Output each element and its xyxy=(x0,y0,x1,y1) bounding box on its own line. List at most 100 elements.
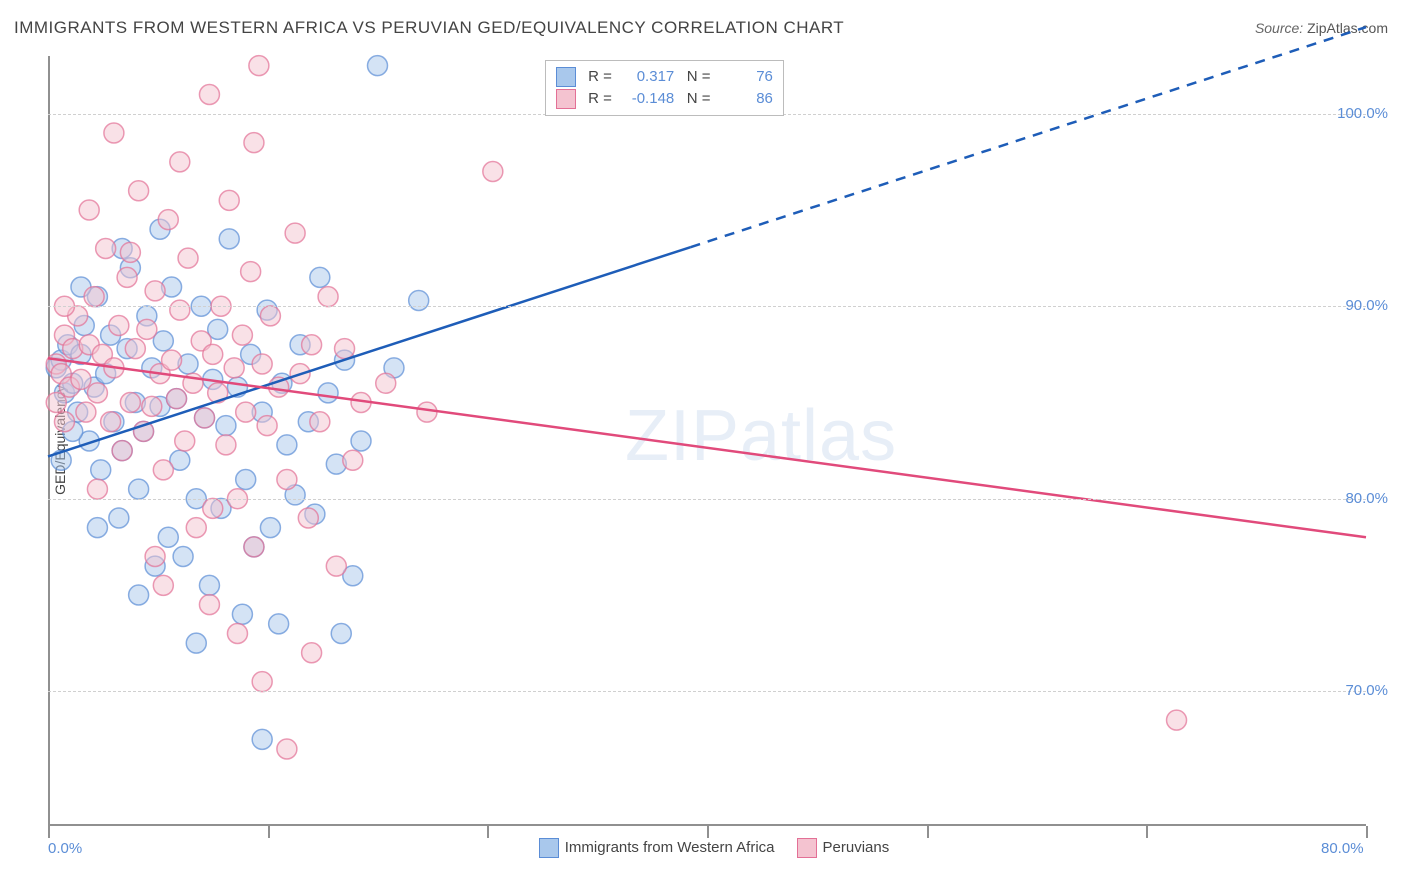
data-point xyxy=(178,248,198,268)
data-point xyxy=(331,624,351,644)
data-point xyxy=(310,412,330,432)
legend-series-label: Peruvians xyxy=(823,839,890,856)
data-point xyxy=(260,518,280,538)
data-point xyxy=(199,575,219,595)
data-point xyxy=(195,408,215,428)
data-point xyxy=(285,223,305,243)
legend-swatch xyxy=(556,89,576,109)
data-point xyxy=(112,441,132,461)
y-tick-label: 70.0% xyxy=(1345,682,1388,699)
data-point xyxy=(302,335,322,355)
data-point xyxy=(46,393,66,413)
x-tick xyxy=(927,826,929,838)
data-point xyxy=(117,267,137,287)
data-point xyxy=(326,556,346,576)
data-point xyxy=(318,383,338,403)
gridline xyxy=(48,691,1366,692)
data-point xyxy=(167,389,187,409)
correlation-legend: R = 0.317 N = 76 R = -0.148 N = 86 xyxy=(545,60,784,116)
x-tick xyxy=(268,826,270,838)
y-tick-label: 90.0% xyxy=(1345,297,1388,314)
data-point xyxy=(170,152,190,172)
data-point xyxy=(79,200,99,220)
data-point xyxy=(257,416,277,436)
data-point xyxy=(203,344,223,364)
x-tick xyxy=(1366,826,1368,838)
data-point xyxy=(244,537,264,557)
data-point xyxy=(310,267,330,287)
x-tick xyxy=(707,826,709,838)
data-point xyxy=(91,460,111,480)
x-tick xyxy=(487,826,489,838)
regression-line xyxy=(48,358,1366,537)
data-point xyxy=(351,431,371,451)
data-point xyxy=(162,350,182,370)
legend-n-value: 86 xyxy=(719,90,773,107)
data-point xyxy=(129,585,149,605)
data-point xyxy=(252,729,272,749)
source-label: Source: xyxy=(1255,20,1303,36)
source-attribution: Source: ZipAtlas.com xyxy=(1255,20,1388,36)
data-point xyxy=(173,547,193,567)
data-point xyxy=(236,470,256,490)
data-point xyxy=(232,325,252,345)
data-point xyxy=(137,319,157,339)
data-point xyxy=(71,369,91,389)
data-point xyxy=(219,229,239,249)
data-point xyxy=(54,412,74,432)
data-point xyxy=(153,460,173,480)
data-point xyxy=(153,575,173,595)
legend-swatch xyxy=(797,838,817,858)
data-point xyxy=(87,479,107,499)
data-point xyxy=(1167,710,1187,730)
regression-line-extrapolated xyxy=(691,27,1366,247)
legend-row: R = 0.317 N = 76 xyxy=(556,67,773,87)
data-point xyxy=(170,300,190,320)
y-tick-label: 80.0% xyxy=(1345,490,1388,507)
data-point xyxy=(483,162,503,182)
x-tick xyxy=(1146,826,1148,838)
data-point xyxy=(216,435,236,455)
data-point xyxy=(158,527,178,547)
data-point xyxy=(84,287,104,307)
data-point xyxy=(145,547,165,567)
chart-svg xyxy=(48,56,1366,826)
data-point xyxy=(216,416,236,436)
data-point xyxy=(318,287,338,307)
data-point xyxy=(343,450,363,470)
chart-title: IMMIGRANTS FROM WESTERN AFRICA VS PERUVI… xyxy=(14,18,844,38)
data-point xyxy=(203,498,223,518)
data-point xyxy=(227,624,247,644)
data-point xyxy=(109,508,129,528)
data-point xyxy=(335,339,355,359)
data-point xyxy=(277,435,297,455)
data-point xyxy=(224,358,244,378)
data-point xyxy=(236,402,256,422)
data-point xyxy=(158,210,178,230)
data-point xyxy=(120,393,140,413)
data-point xyxy=(199,595,219,615)
gridline xyxy=(48,499,1366,500)
data-point xyxy=(252,672,272,692)
legend-r-value: 0.317 xyxy=(620,68,674,85)
data-point xyxy=(409,290,429,310)
data-point xyxy=(96,239,116,259)
legend-r-value: -0.148 xyxy=(620,90,674,107)
data-point xyxy=(129,181,149,201)
legend-row: R = -0.148 N = 86 xyxy=(556,89,773,109)
data-point xyxy=(175,431,195,451)
data-point xyxy=(186,518,206,538)
data-point xyxy=(219,190,239,210)
data-point xyxy=(87,518,107,538)
data-point xyxy=(244,133,264,153)
data-point xyxy=(376,373,396,393)
legend-swatch xyxy=(539,838,559,858)
gridline xyxy=(48,306,1366,307)
data-point xyxy=(129,479,149,499)
data-point xyxy=(249,56,269,76)
data-point xyxy=(120,242,140,262)
legend-swatch xyxy=(556,67,576,87)
legend-series-label: Immigrants from Western Africa xyxy=(565,839,775,856)
data-point xyxy=(109,316,129,336)
data-point xyxy=(368,56,388,76)
